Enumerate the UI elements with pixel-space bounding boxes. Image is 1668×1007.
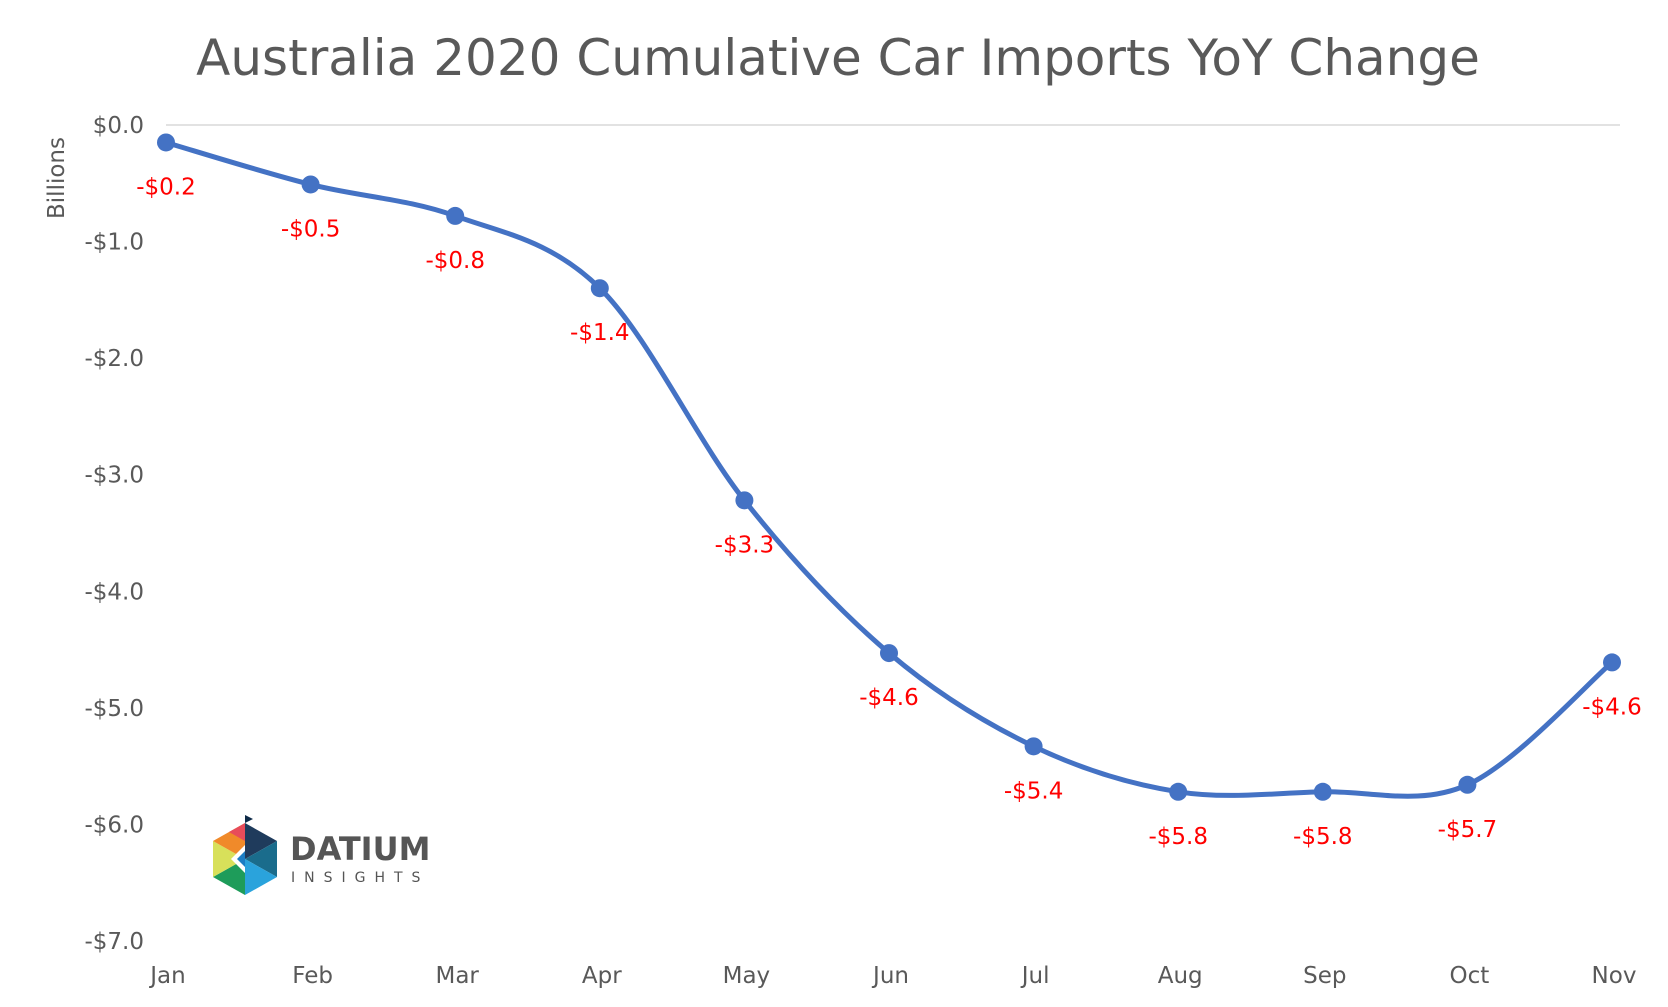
data-label: -$4.6 <box>859 685 919 711</box>
x-tick-label: Apr <box>582 963 622 989</box>
data-label: -$5.4 <box>1004 778 1064 804</box>
data-label: -$0.8 <box>425 248 485 274</box>
data-label: -$5.8 <box>1293 824 1353 850</box>
data-point <box>880 644 898 663</box>
data-label: -$1.4 <box>570 320 630 346</box>
x-tick-label: Nov <box>1592 963 1637 989</box>
data-point <box>1313 782 1332 801</box>
y-tick-label: -$1.0 <box>84 230 144 256</box>
y-tick-label: -$2.0 <box>84 346 144 372</box>
x-tick-label: Feb <box>292 963 333 989</box>
data-label: -$4.6 <box>1582 694 1642 720</box>
x-tick-label: Oct <box>1450 963 1490 989</box>
y-tick-label: -$4.0 <box>84 579 144 605</box>
data-point <box>446 206 465 225</box>
data-point <box>735 491 754 510</box>
data-point <box>1169 782 1188 801</box>
x-tick-label: Aug <box>1158 963 1203 989</box>
y-tick-label: $0.0 <box>93 113 144 139</box>
y-tick-label: -$3.0 <box>84 463 144 489</box>
data-label: -$0.5 <box>281 216 341 242</box>
data-label: -$5.7 <box>1438 817 1498 843</box>
x-tick-label: Mar <box>435 963 479 989</box>
data-label: -$5.8 <box>1148 824 1208 850</box>
chart-title: Australia 2020 Cumulative Car Imports Yo… <box>196 29 1480 87</box>
x-tick-label: Jun <box>871 963 909 989</box>
y-tick-label: -$6.0 <box>84 812 144 838</box>
series-line <box>163 139 1615 799</box>
x-tick-label: Sep <box>1303 963 1346 989</box>
data-point <box>157 133 175 152</box>
y-axis-label: Billions <box>44 137 70 219</box>
y-tick-label: -$7.0 <box>84 929 144 955</box>
logo-name: DATIUM <box>290 830 430 868</box>
data-point <box>1458 775 1477 794</box>
datium-logo: DATIUM INSIGHTS <box>213 815 430 895</box>
data-point <box>301 175 320 194</box>
data-point <box>1603 653 1621 672</box>
x-tick-label: Jan <box>148 963 185 989</box>
data-point <box>1024 737 1043 756</box>
x-tick-label: Jul <box>1020 963 1050 989</box>
data-label: -$3.3 <box>715 532 775 558</box>
logo-tagline: INSIGHTS <box>291 870 429 886</box>
y-tick-label: -$5.0 <box>84 696 144 722</box>
data-point <box>590 279 609 298</box>
x-tick-label: May <box>723 963 771 989</box>
data-label: -$0.2 <box>136 174 196 200</box>
